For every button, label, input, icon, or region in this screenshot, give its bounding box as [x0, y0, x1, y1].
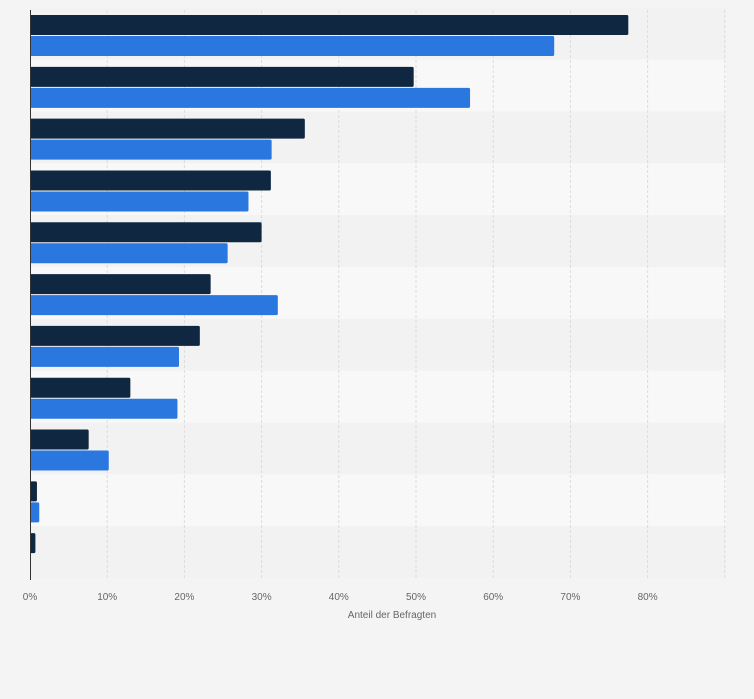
x-tick-label: 60%: [483, 592, 503, 603]
bar-series-1[interactable]: [30, 481, 37, 502]
bar-series-1[interactable]: [30, 170, 271, 191]
row-band: [30, 422, 726, 475]
bar-series-1[interactable]: [30, 118, 305, 139]
x-tick-label: 20%: [174, 592, 194, 603]
bar-series-1[interactable]: [30, 429, 89, 450]
x-tick-label: 0%: [23, 592, 38, 603]
bar-series-2[interactable]: [30, 36, 555, 56]
bar-series-2[interactable]: [30, 502, 40, 523]
bar-series-2[interactable]: [30, 346, 179, 367]
bar-series-2[interactable]: [30, 87, 471, 108]
x-tick-label: 80%: [638, 592, 658, 603]
bar-series-1[interactable]: [30, 325, 200, 346]
x-tick-label: 40%: [329, 592, 349, 603]
x-axis-title: Anteil der Befragten: [348, 610, 436, 621]
bar-series-1[interactable]: [30, 533, 36, 554]
row-band: [30, 526, 726, 578]
bar-series-1[interactable]: [30, 66, 414, 87]
bar-series-1[interactable]: [30, 377, 131, 398]
bar-series-2[interactable]: [30, 191, 249, 212]
bar-series-1[interactable]: [30, 222, 262, 243]
bar-series-1[interactable]: [30, 15, 629, 35]
bar-series-2[interactable]: [30, 295, 278, 316]
x-tick-label: 70%: [560, 592, 580, 603]
bar-series-2[interactable]: [30, 139, 272, 160]
x-tick-label: 50%: [406, 592, 426, 603]
bars: [30, 15, 629, 575]
bar-series-2[interactable]: [30, 398, 178, 419]
x-axis-ticks: 0% 10% 20% 30% 40% 50% 60% 70% 80%: [23, 592, 658, 603]
bar-series-2[interactable]: [30, 243, 228, 264]
bar-series-2[interactable]: [30, 450, 109, 471]
x-tick-label: 30%: [252, 592, 272, 603]
grid-lines: [106, 10, 726, 580]
x-tick-label: 10%: [97, 592, 117, 603]
row-band: [30, 474, 726, 527]
bar-series-1[interactable]: [30, 274, 211, 295]
